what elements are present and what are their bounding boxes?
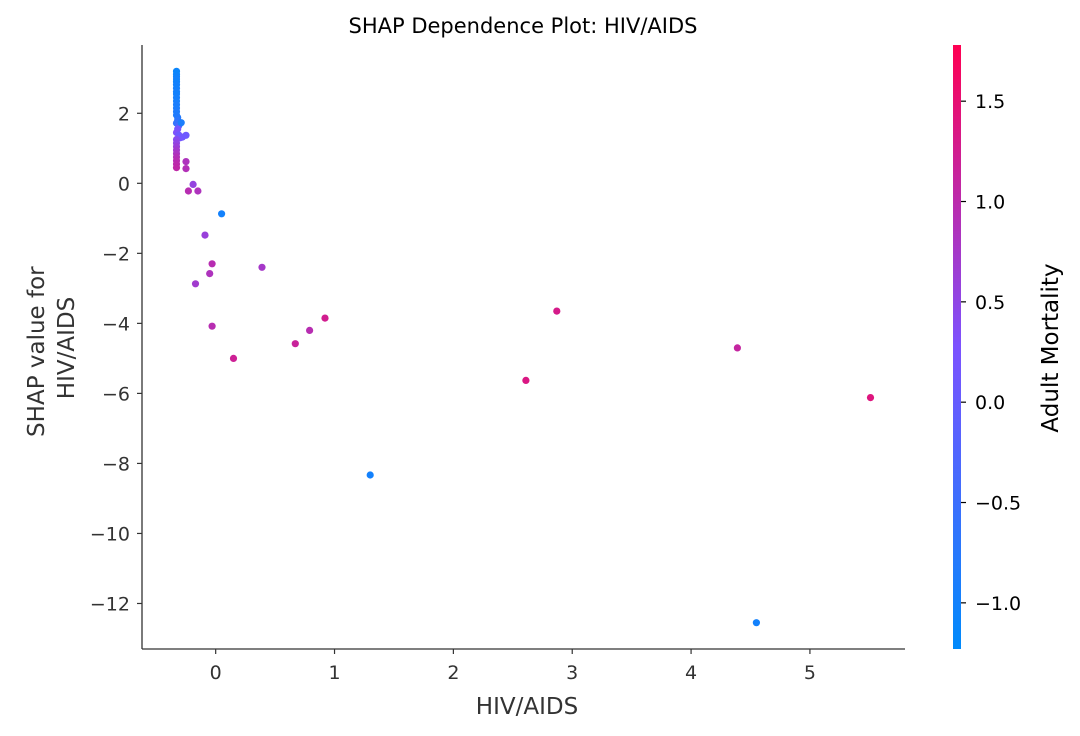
scatter-points [172,67,875,627]
y-tick-label: −8 [102,453,130,475]
scatter-point [189,180,197,188]
y-tick-label: −6 [102,383,130,405]
scatter-point [866,394,875,402]
y-tick-label: −12 [90,593,130,615]
colorbar-tick-label: 0.0 [975,392,1005,414]
colorbar-ticks: 1.5 1.0 0.5 0.0 −0.5 −1.0 [961,91,1021,615]
scatter-point [258,263,266,271]
scatter-point [208,322,216,330]
scatter-point [201,231,209,239]
scatter-point [177,119,185,127]
colorbar-tick-label: 1.0 [975,192,1005,214]
colorbar-tick-label: −1.0 [975,593,1021,615]
scatter-point [184,187,192,195]
y-tick-label: −10 [90,523,130,545]
y-tick-label: −4 [102,313,130,335]
colorbar-title: Adult Mortality [1038,263,1064,432]
x-tick-label: 4 [685,662,697,684]
scatter-point [218,210,226,218]
x-tick-label: 0 [210,662,222,684]
scatter-point [752,619,761,627]
y-tick-label: −2 [102,243,130,265]
colorbar [953,45,961,649]
x-axis-title: HIV/AIDS [476,694,578,720]
scatter-point [553,307,561,315]
y-axis-title-line-1: SHAP value for [24,266,50,437]
colorbar-tick-label: −0.5 [975,493,1021,515]
colorbar-tick-label: 0.5 [975,292,1005,314]
x-tick-label: 5 [804,662,816,684]
scatter-point [191,280,200,288]
scatter-point [306,326,314,334]
y-axis-ticks: 2 0 −2 −4 −6 −8 −10 −12 [90,103,142,615]
scatter-point [291,340,299,348]
scatter-point [182,131,190,139]
y-tick-label: 2 [118,103,130,125]
scatter-point [206,270,214,278]
scatter-point [229,354,238,362]
y-tick-label: 0 [118,173,130,195]
scatter-point [194,187,202,195]
scatter-point [522,376,530,384]
y-axis-title-line-2: HIV/AIDS [54,297,80,399]
scatter-point [321,314,329,322]
x-tick-label: 2 [447,662,459,684]
scatter-point [182,165,190,173]
x-tick-label: 1 [328,662,340,684]
scatter-point [366,471,374,479]
y-axis-title: SHAP value for HIV/AIDS [24,259,80,437]
x-tick-label: 3 [566,662,578,684]
scatter-point [172,164,181,172]
scatter-point [208,260,216,268]
scatter-point [182,158,190,166]
chart-title: SHAP Dependence Plot: HIV/AIDS [349,14,698,38]
x-axis-ticks: 0 1 2 3 4 5 [210,649,816,684]
colorbar-tick-label: 1.5 [975,91,1005,113]
scatter-point [733,344,742,352]
